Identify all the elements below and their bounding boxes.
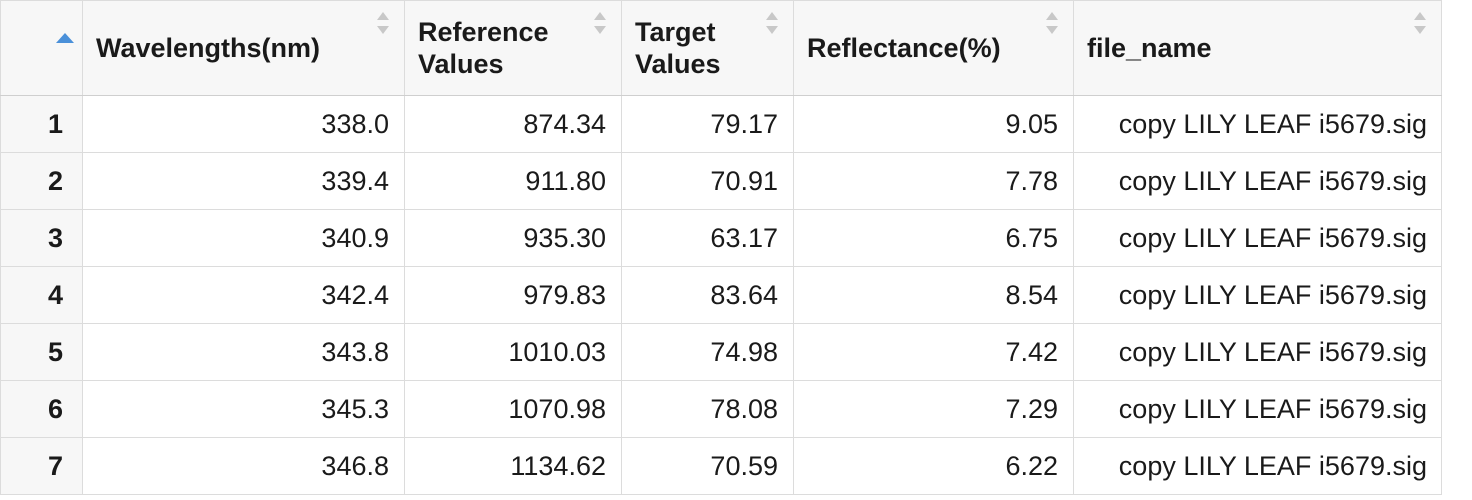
sort-both-icon[interactable] (765, 12, 779, 34)
data-table: Wavelengths(nm) Reference Values Target … (0, 0, 1442, 495)
column-header-wavelengths[interactable]: Wavelengths(nm) (82, 0, 405, 96)
cell-reference-value: 1134.62 (404, 437, 622, 495)
cell-wavelength: 342.4 (82, 266, 405, 324)
index-column-header[interactable] (0, 0, 83, 96)
table-row[interactable]: 7 346.8 1134.62 70.59 6.22 copy LILY LEA… (0, 437, 1442, 495)
cell-file-name: copy LILY LEAF i5679.sig (1073, 209, 1442, 267)
table-row[interactable]: 3 340.9 935.30 63.17 6.75 copy LILY LEAF… (0, 209, 1442, 267)
cell-reflectance: 8.54 (793, 266, 1074, 324)
table-body: 1 338.0 874.34 79.17 9.05 copy LILY LEAF… (0, 95, 1442, 495)
column-header-label: Reflectance(%) (807, 33, 1001, 63)
cell-reference-value: 979.83 (404, 266, 622, 324)
column-header-reflectance[interactable]: Reflectance(%) (793, 0, 1074, 96)
cell-reflectance: 7.29 (793, 380, 1074, 438)
sort-both-icon[interactable] (376, 12, 390, 34)
cell-file-name: copy LILY LEAF i5679.sig (1073, 380, 1442, 438)
cell-reflectance: 7.42 (793, 323, 1074, 381)
cell-target-value: 70.59 (621, 437, 794, 495)
cell-wavelength: 339.4 (82, 152, 405, 210)
column-header-target-values[interactable]: Target Values (621, 0, 794, 96)
cell-target-value: 74.98 (621, 323, 794, 381)
cell-reference-value: 911.80 (404, 152, 622, 210)
sort-both-icon[interactable] (1413, 12, 1427, 34)
column-header-label: Wavelengths(nm) (96, 33, 321, 63)
column-header-reference-values[interactable]: Reference Values (404, 0, 622, 96)
cell-target-value: 83.64 (621, 266, 794, 324)
table-row[interactable]: 2 339.4 911.80 70.91 7.78 copy LILY LEAF… (0, 152, 1442, 210)
cell-reflectance: 9.05 (793, 95, 1074, 153)
row-index: 1 (0, 95, 83, 153)
cell-reference-value: 1010.03 (404, 323, 622, 381)
row-index: 3 (0, 209, 83, 267)
cell-wavelength: 340.9 (82, 209, 405, 267)
header-row: Wavelengths(nm) Reference Values Target … (0, 0, 1442, 96)
table-row[interactable]: 5 343.8 1010.03 74.98 7.42 copy LILY LEA… (0, 323, 1442, 381)
row-index: 7 (0, 437, 83, 495)
cell-file-name: copy LILY LEAF i5679.sig (1073, 323, 1442, 381)
cell-target-value: 78.08 (621, 380, 794, 438)
column-header-label: Reference Values (418, 17, 549, 79)
cell-file-name: copy LILY LEAF i5679.sig (1073, 95, 1442, 153)
table-row[interactable]: 6 345.3 1070.98 78.08 7.29 copy LILY LEA… (0, 380, 1442, 438)
cell-wavelength: 343.8 (82, 323, 405, 381)
cell-file-name: copy LILY LEAF i5679.sig (1073, 437, 1442, 495)
cell-target-value: 79.17 (621, 95, 794, 153)
sort-both-icon[interactable] (1045, 12, 1059, 34)
row-index: 2 (0, 152, 83, 210)
cell-reflectance: 6.75 (793, 209, 1074, 267)
table-header: Wavelengths(nm) Reference Values Target … (0, 0, 1442, 96)
cell-file-name: copy LILY LEAF i5679.sig (1073, 152, 1442, 210)
cell-reflectance: 6.22 (793, 437, 1074, 495)
row-index: 4 (0, 266, 83, 324)
table-row[interactable]: 4 342.4 979.83 83.64 8.54 copy LILY LEAF… (0, 266, 1442, 324)
sort-ascending-icon[interactable] (56, 18, 74, 50)
row-index: 5 (0, 323, 83, 381)
cell-reference-value: 874.34 (404, 95, 622, 153)
row-index: 6 (0, 380, 83, 438)
table-row[interactable]: 1 338.0 874.34 79.17 9.05 copy LILY LEAF… (0, 95, 1442, 153)
column-header-label: file_name (1087, 33, 1212, 63)
cell-target-value: 63.17 (621, 209, 794, 267)
cell-reference-value: 935.30 (404, 209, 622, 267)
cell-wavelength: 345.3 (82, 380, 405, 438)
cell-file-name: copy LILY LEAF i5679.sig (1073, 266, 1442, 324)
cell-reflectance: 7.78 (793, 152, 1074, 210)
cell-reference-value: 1070.98 (404, 380, 622, 438)
column-header-label: Target Values (635, 17, 721, 79)
cell-wavelength: 338.0 (82, 95, 405, 153)
sort-both-icon[interactable] (593, 12, 607, 34)
cell-wavelength: 346.8 (82, 437, 405, 495)
cell-target-value: 70.91 (621, 152, 794, 210)
column-header-file-name[interactable]: file_name (1073, 0, 1442, 96)
